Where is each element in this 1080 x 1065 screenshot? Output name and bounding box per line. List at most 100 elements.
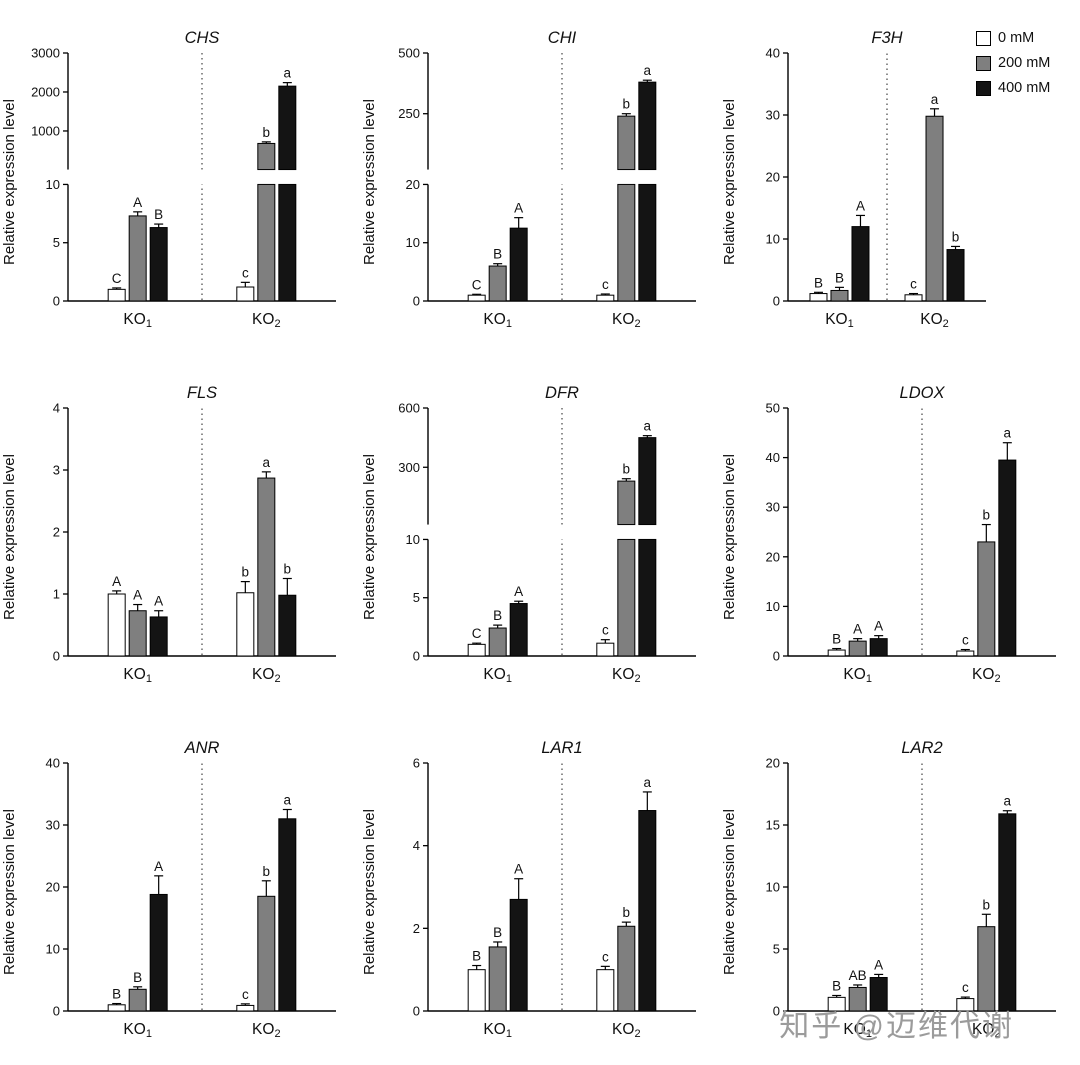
bar-chart-f3h: F3H 0 10 20 30 40 B B Ac a b KO1 KO2 [766, 29, 986, 330]
chart-panel-ldox: Relative expression level LDOX 0 10 20 30 40… [720, 355, 1080, 710]
svg-text:A: A [874, 618, 883, 633]
svg-text:3000: 3000 [31, 45, 60, 60]
svg-text:B: B [154, 207, 163, 222]
svg-text:b: b [623, 905, 631, 920]
chart-panel-chi: Relative expression level CHI 0 10 20 250 50… [360, 0, 720, 355]
legend-swatch-gray [976, 55, 991, 71]
svg-text:20: 20 [406, 176, 420, 191]
svg-text:b: b [983, 507, 991, 522]
watermark: 知乎 @迈维代谢 [779, 1010, 1014, 1043]
y-axis-label: Relative expression level [721, 808, 738, 975]
bar-chart-chs: CHS 0 5 10 1000 2000 3000 C ABc b a KO1 KO2 [31, 29, 336, 330]
y-axis-label: Relative expression level [1, 808, 18, 975]
svg-text:b: b [623, 461, 631, 476]
chart-panel-anr: Relative expression level ANR 0 10 20 30 40 B… [0, 710, 360, 1065]
svg-text:c: c [962, 632, 969, 647]
svg-text:c: c [602, 277, 609, 292]
svg-text:4: 4 [413, 838, 420, 853]
svg-text:10: 10 [46, 176, 60, 191]
svg-text:b: b [952, 229, 960, 244]
svg-text:A: A [112, 573, 121, 588]
svg-text:30: 30 [46, 817, 60, 832]
chart-title: LAR1 [541, 739, 582, 757]
legend-swatch-black [976, 80, 991, 96]
chart-title: CHS [185, 29, 220, 47]
svg-text:a: a [931, 91, 939, 106]
svg-text:4: 4 [53, 400, 60, 415]
svg-text:KO1: KO1 [843, 1021, 872, 1040]
svg-text:2: 2 [53, 524, 60, 539]
svg-text:1000: 1000 [31, 123, 60, 138]
svg-text:KO1: KO1 [483, 1021, 512, 1040]
svg-text:b: b [983, 897, 991, 912]
legend-swatch-white [976, 30, 991, 46]
svg-text:500: 500 [398, 45, 420, 60]
bar-chart-lar2: LAR2 0 5 10 15 20 B AB Ac b a KO1 KO2 [766, 739, 1056, 1040]
svg-text:B: B [493, 608, 502, 623]
svg-text:c: c [602, 949, 609, 964]
svg-text:b: b [623, 96, 631, 111]
y-axis-label: Relative expression level [721, 98, 738, 265]
legend: 0 mM 200 mM 400 mM [976, 30, 1076, 96]
svg-text:c: c [910, 276, 917, 291]
svg-text:a: a [644, 774, 652, 789]
svg-text:1: 1 [53, 586, 60, 601]
svg-text:b: b [263, 863, 271, 878]
svg-text:B: B [493, 246, 502, 261]
svg-text:B: B [493, 924, 502, 939]
svg-text:5: 5 [773, 941, 780, 956]
svg-text:0: 0 [53, 293, 60, 308]
svg-text:KO1: KO1 [123, 311, 152, 330]
bar-chart-chi: CHI 0 10 20 250 500 C B Ac b a KO1 KO2 [398, 29, 696, 330]
svg-text:a: a [1004, 425, 1012, 440]
svg-text:A: A [154, 593, 163, 608]
svg-text:B: B [112, 986, 121, 1001]
svg-text:0: 0 [773, 293, 780, 308]
svg-text:a: a [644, 418, 652, 433]
chart-title: LAR2 [901, 739, 942, 757]
y-axis-label: Relative expression level [1, 453, 18, 620]
svg-text:10: 10 [46, 941, 60, 956]
svg-text:0: 0 [413, 648, 420, 663]
svg-text:40: 40 [46, 755, 60, 770]
svg-text:B: B [832, 978, 841, 993]
svg-text:0: 0 [413, 293, 420, 308]
chart-panel-chs: Relative expression level CHS 0 5 10 1000 20… [0, 0, 360, 355]
svg-text:50: 50 [766, 400, 780, 415]
svg-text:b: b [242, 564, 250, 579]
chart-panel-dfr: Relative expression level DFR 0 5 10 300 600… [360, 355, 720, 710]
svg-text:10: 10 [766, 598, 780, 613]
svg-text:C: C [472, 277, 482, 292]
svg-text:KO2: KO2 [252, 1021, 281, 1040]
svg-text:40: 40 [766, 450, 780, 465]
svg-text:B: B [814, 275, 823, 290]
svg-text:b: b [284, 561, 292, 576]
svg-text:A: A [154, 858, 163, 873]
svg-text:KO2: KO2 [612, 1021, 641, 1040]
y-axis-label: Relative expression level [361, 453, 378, 620]
svg-text:40: 40 [766, 45, 780, 60]
svg-text:5: 5 [413, 590, 420, 605]
bar-chart-anr: ANR 0 10 20 30 40 BB Ac b a KO1 KO2 [46, 739, 336, 1040]
svg-text:KO1: KO1 [483, 311, 512, 330]
svg-text:AB: AB [849, 967, 867, 982]
legend-label: 0 mM [998, 30, 1035, 46]
svg-text:10: 10 [766, 231, 780, 246]
chart-title: CHI [548, 29, 577, 47]
svg-text:A: A [514, 861, 523, 876]
svg-text:a: a [644, 63, 652, 78]
svg-text:0: 0 [773, 648, 780, 663]
svg-text:A: A [856, 198, 865, 213]
svg-text:c: c [602, 622, 609, 637]
svg-text:30: 30 [766, 499, 780, 514]
svg-text:3: 3 [53, 462, 60, 477]
svg-text:a: a [263, 454, 271, 469]
svg-text:b: b [263, 124, 271, 139]
svg-text:10: 10 [406, 531, 420, 546]
svg-text:A: A [514, 584, 523, 599]
svg-text:250: 250 [398, 106, 420, 121]
chart-panel-lar2: Relative expression level LAR2 0 5 10 15 20 B… [720, 710, 1080, 1065]
